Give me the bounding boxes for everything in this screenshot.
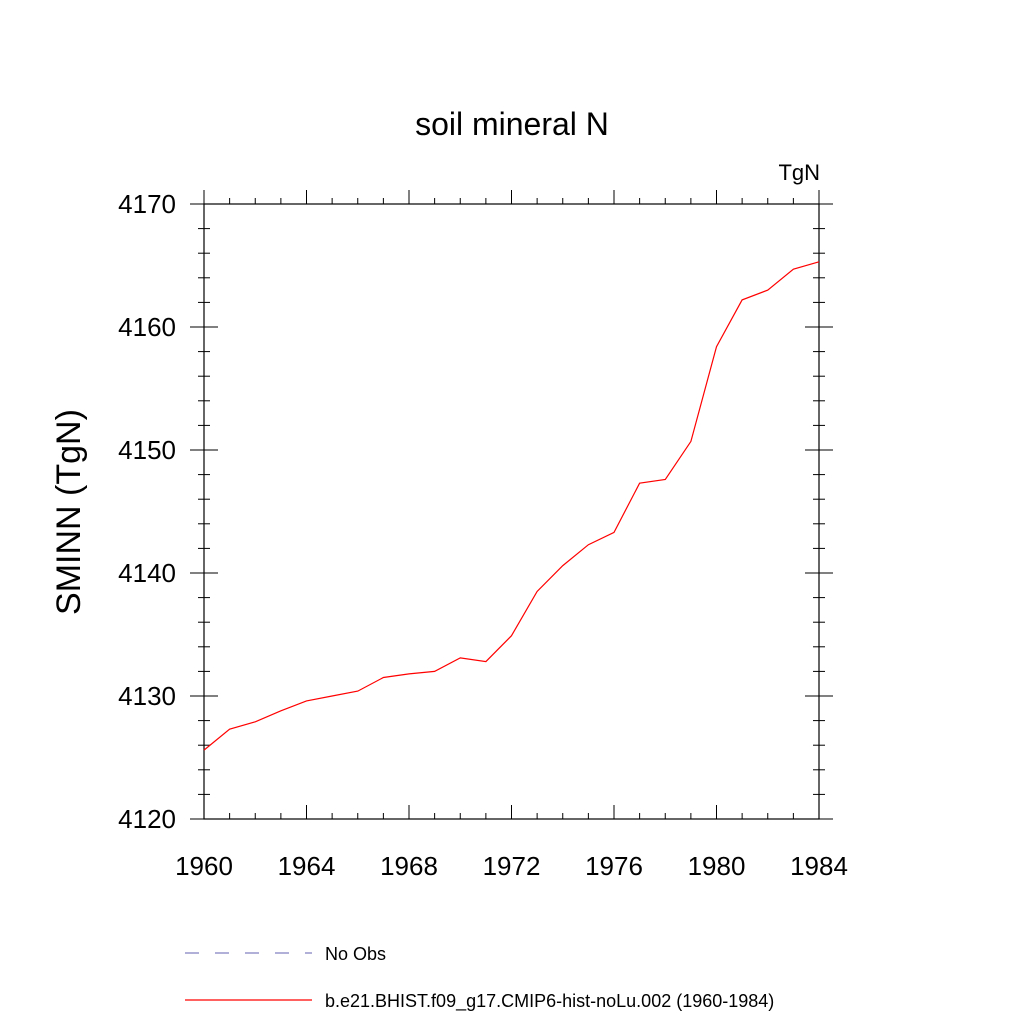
y-tick-label: 4130 (118, 681, 176, 711)
x-tick-label: 1980 (688, 851, 746, 881)
y-tick-label: 4150 (118, 435, 176, 465)
legend-label: b.e21.BHIST.f09_g17.CMIP6-hist-noLu.002 … (325, 991, 774, 1012)
series-line (203, 261, 820, 751)
units-label: TgN (778, 160, 820, 185)
x-tick-label: 1976 (585, 851, 643, 881)
legend-label: No Obs (325, 944, 386, 964)
x-tick-label: 1984 (790, 851, 848, 881)
y-tick-labels: 4120 4130 4140 4150 4160 4170 (118, 189, 176, 834)
y-tick-label: 4170 (118, 189, 176, 219)
x-tick-labels: 1960 1964 1968 1972 1976 1980 1984 (175, 851, 848, 881)
x-tick-label: 1968 (380, 851, 438, 881)
legend: No Obs b.e21.BHIST.f09_g17.CMIP6-hist-noL… (185, 944, 774, 1012)
x-tick-label: 1964 (278, 851, 336, 881)
series-layer (203, 261, 820, 751)
y-tick-label: 4120 (118, 804, 176, 834)
axis-ticks (190, 190, 833, 820)
x-tick-label: 1972 (483, 851, 541, 881)
y-tick-label: 4160 (118, 312, 176, 342)
y-axis-label: SMINN (TgN) (50, 409, 88, 615)
x-tick-label: 1960 (175, 851, 233, 881)
plot-frame (203, 203, 820, 820)
y-tick-label: 4140 (118, 558, 176, 588)
chart-title: soil mineral N (415, 106, 609, 142)
